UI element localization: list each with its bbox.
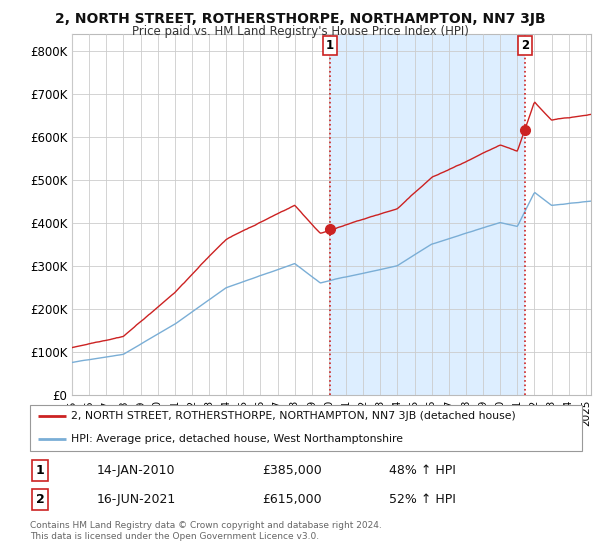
Text: 52% ↑ HPI: 52% ↑ HPI xyxy=(389,493,455,506)
Text: £615,000: £615,000 xyxy=(262,493,322,506)
Text: 14-JAN-2010: 14-JAN-2010 xyxy=(96,464,175,477)
Bar xyxy=(329,34,525,395)
Text: 48% ↑ HPI: 48% ↑ HPI xyxy=(389,464,455,477)
Text: 2: 2 xyxy=(35,493,44,506)
Text: Contains HM Land Registry data © Crown copyright and database right 2024.
This d: Contains HM Land Registry data © Crown c… xyxy=(30,521,382,541)
Text: 1: 1 xyxy=(326,39,334,52)
Text: 16-JUN-2021: 16-JUN-2021 xyxy=(96,493,175,506)
Text: 2, NORTH STREET, ROTHERSTHORPE, NORTHAMPTON, NN7 3JB: 2, NORTH STREET, ROTHERSTHORPE, NORTHAMP… xyxy=(55,12,545,26)
Text: £385,000: £385,000 xyxy=(262,464,322,477)
Text: 2, NORTH STREET, ROTHERSTHORPE, NORTHAMPTON, NN7 3JB (detached house): 2, NORTH STREET, ROTHERSTHORPE, NORTHAMP… xyxy=(71,412,516,421)
Text: HPI: Average price, detached house, West Northamptonshire: HPI: Average price, detached house, West… xyxy=(71,435,403,444)
FancyBboxPatch shape xyxy=(30,405,582,451)
Text: 2: 2 xyxy=(521,39,529,52)
Text: Price paid vs. HM Land Registry's House Price Index (HPI): Price paid vs. HM Land Registry's House … xyxy=(131,25,469,38)
Text: 1: 1 xyxy=(35,464,44,477)
